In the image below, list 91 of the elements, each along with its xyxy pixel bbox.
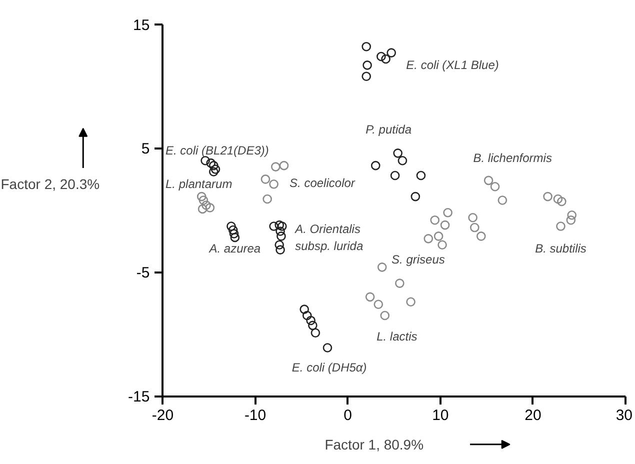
point xyxy=(210,164,220,174)
series-label: S. coelicolor xyxy=(290,176,356,190)
point xyxy=(557,196,566,206)
point xyxy=(262,194,272,204)
point xyxy=(374,300,384,309)
point xyxy=(543,192,552,202)
point xyxy=(438,240,447,250)
series-label: P. putida xyxy=(366,122,412,137)
point xyxy=(274,240,284,250)
series-label: E. coli (BL21(DE3)) xyxy=(166,144,269,158)
point xyxy=(380,310,390,320)
point xyxy=(398,156,408,166)
point xyxy=(470,222,480,232)
series-label: L. plantarum xyxy=(166,177,232,192)
point xyxy=(377,262,387,272)
point xyxy=(306,316,316,326)
point xyxy=(208,160,218,170)
point xyxy=(424,234,434,244)
x-tick-label: 0 xyxy=(344,407,352,424)
point xyxy=(468,212,478,222)
point xyxy=(206,158,216,168)
point xyxy=(198,204,208,214)
point xyxy=(269,222,278,231)
point xyxy=(205,203,215,212)
point xyxy=(276,245,285,254)
y-axis-title: Factor 2, 20.3% xyxy=(0,176,100,192)
point xyxy=(226,222,236,231)
point xyxy=(390,170,400,180)
point xyxy=(362,42,372,52)
series-label: L. lactis xyxy=(376,330,418,344)
point xyxy=(196,192,206,202)
point xyxy=(208,167,218,176)
series-label: S. griseus xyxy=(392,252,445,267)
x-tick-label: 10 xyxy=(432,407,449,424)
point xyxy=(260,174,270,184)
point xyxy=(276,232,286,241)
series-label: E. coli (DH5α) xyxy=(292,360,367,375)
point xyxy=(362,60,372,70)
y-tick-label: -5 xyxy=(136,264,150,282)
point xyxy=(202,200,211,210)
series-label: E. coli (XL1 Blue) xyxy=(406,58,499,72)
point xyxy=(406,297,416,307)
point xyxy=(567,210,576,220)
point xyxy=(553,194,563,204)
point xyxy=(566,215,576,225)
point xyxy=(393,148,402,158)
point xyxy=(300,304,309,314)
point xyxy=(302,310,312,320)
point xyxy=(370,160,380,170)
point xyxy=(228,225,238,235)
point xyxy=(381,54,390,64)
x-tick-label: 30 xyxy=(616,407,633,424)
point xyxy=(274,220,284,230)
point xyxy=(490,182,500,192)
point xyxy=(308,320,318,330)
point xyxy=(310,328,320,338)
x-tick-label: 20 xyxy=(524,407,542,424)
y-tick-label: -15 xyxy=(128,388,150,406)
point xyxy=(410,192,420,202)
point xyxy=(386,48,396,58)
point xyxy=(484,176,494,186)
point xyxy=(276,226,285,236)
point xyxy=(376,52,386,62)
x-tick-label: -10 xyxy=(244,407,266,424)
point xyxy=(229,229,239,238)
point xyxy=(498,196,508,205)
point xyxy=(362,72,372,81)
x-tick-label: -20 xyxy=(152,407,174,424)
point xyxy=(395,278,404,288)
point xyxy=(322,343,332,352)
series-label: A. Orientalis subsp. lurida xyxy=(294,222,364,253)
point xyxy=(440,220,450,230)
point xyxy=(230,232,240,242)
point xyxy=(365,292,375,302)
point xyxy=(416,170,426,180)
point xyxy=(198,196,208,205)
point xyxy=(279,160,289,170)
y-tick-label: 15 xyxy=(133,16,150,34)
point xyxy=(476,232,486,241)
point xyxy=(277,222,287,231)
series-label: B. lichenformis xyxy=(473,151,552,166)
x-axis-title: Factor 1, 80.9% xyxy=(324,436,424,452)
point xyxy=(556,222,566,231)
series-label: A. azurea xyxy=(208,242,261,256)
point xyxy=(443,208,452,218)
point xyxy=(269,180,278,189)
point xyxy=(430,215,440,225)
series-label: B. subtilis xyxy=(535,242,586,256)
y-tick-label: 5 xyxy=(141,140,150,158)
point xyxy=(271,162,280,172)
point xyxy=(434,232,444,241)
